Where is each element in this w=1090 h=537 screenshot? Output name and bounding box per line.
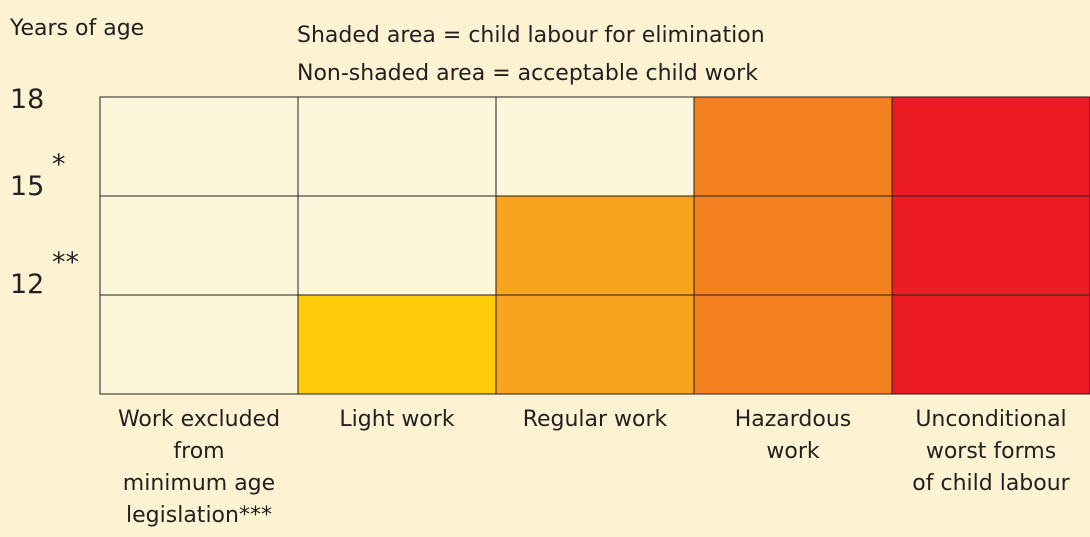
cell [99, 195, 299, 296]
column-label: legislation*** [126, 503, 272, 528]
cell [891, 195, 1090, 296]
cell [297, 294, 497, 395]
column-label: Work excluded [118, 407, 280, 432]
legend-shaded: Shaded area = child labour for eliminati… [297, 23, 765, 48]
column-label: Hazardous [735, 407, 852, 432]
column-label: from [173, 439, 224, 464]
cell [297, 195, 497, 296]
column-label: minimum age [123, 471, 275, 496]
cell [891, 294, 1090, 395]
column-label: Unconditional [915, 407, 1066, 432]
age-label: 12 [10, 269, 44, 300]
cell [693, 96, 893, 197]
cell [693, 294, 893, 395]
column-label: Regular work [523, 407, 668, 432]
cell [99, 294, 299, 395]
column-label: worst forms [926, 439, 1056, 464]
cell [495, 294, 695, 395]
age-label: 15 [10, 171, 44, 202]
age-note: * [52, 149, 66, 180]
legend-nonshaded: Non-shaded area = acceptable child work [297, 61, 758, 86]
column-label: Light work [339, 407, 454, 432]
column-label: of child labour [912, 471, 1070, 496]
age-note: ** [52, 247, 79, 278]
age-label: 18 [10, 84, 44, 115]
cell [297, 96, 497, 197]
cell [495, 195, 695, 296]
cell [495, 96, 695, 197]
axis-title: Years of age [9, 16, 144, 41]
cell [99, 96, 299, 197]
cell [891, 96, 1090, 197]
column-label: work [766, 439, 819, 464]
cell [693, 195, 893, 296]
